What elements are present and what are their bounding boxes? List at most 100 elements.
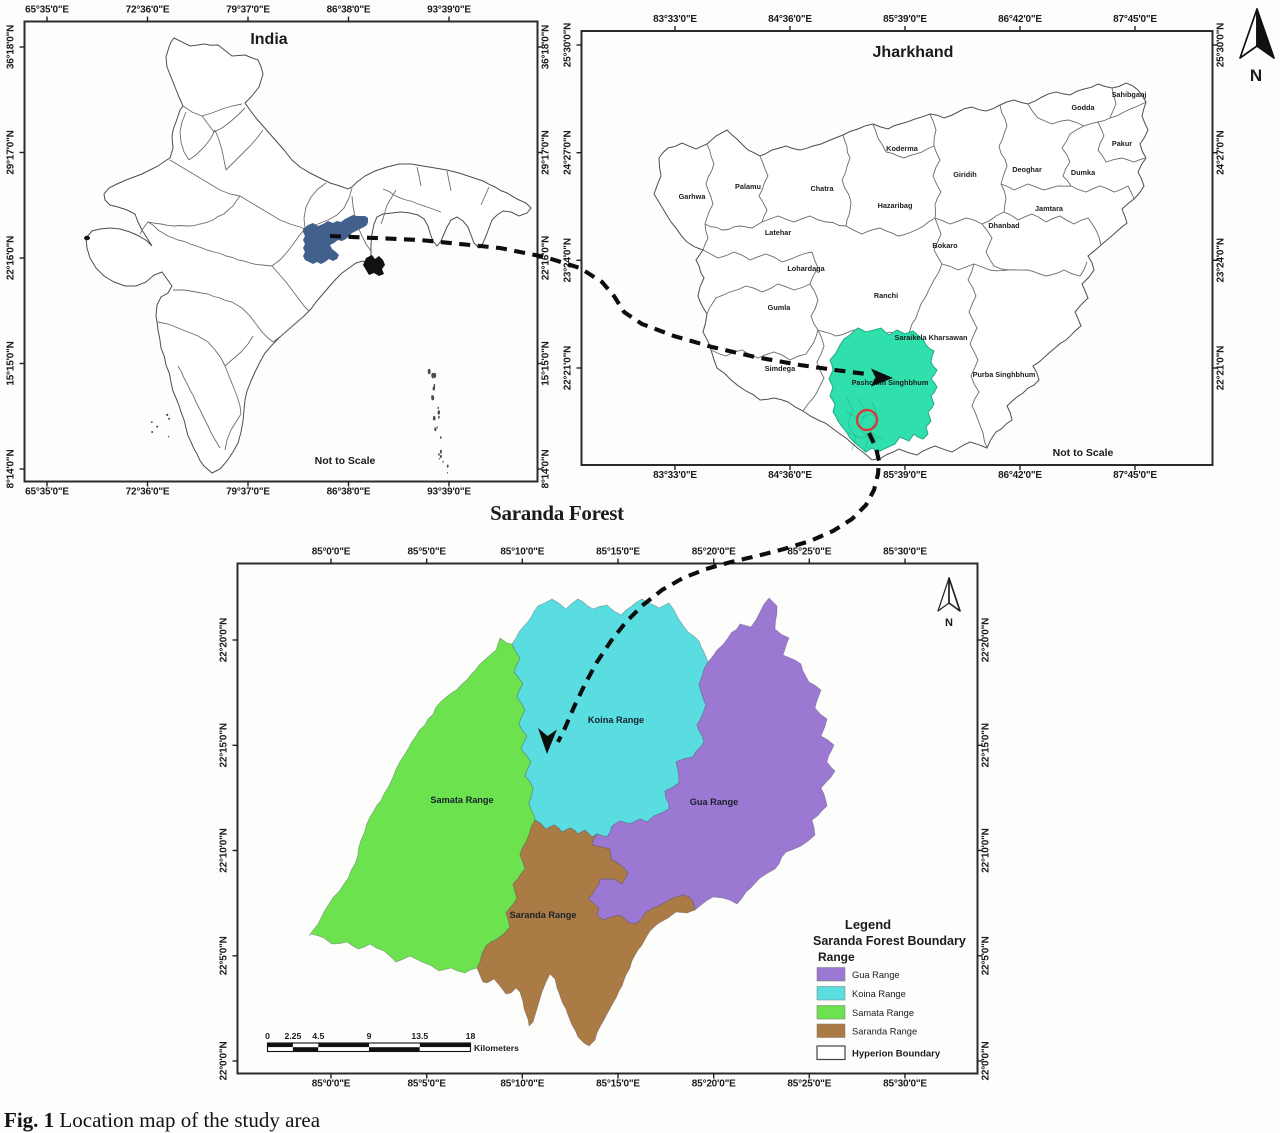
india-state-line-12 — [271, 230, 304, 267]
india-state-line-4 — [214, 129, 227, 171]
district-label-10: Dumka — [1071, 168, 1096, 177]
andaman-island-dot — [446, 464, 449, 468]
lakshadweep-island-dot — [150, 421, 153, 424]
jharkhand-district-line-20 — [981, 223, 1088, 277]
jharkhand-district-line-18 — [1061, 125, 1085, 187]
saranda-north-label: N — [945, 617, 953, 629]
jharkhand-district-labels: Garhwa Palamu Chatra Koderma Hazaribag Giridi… — [679, 90, 1147, 387]
jharkhand-panel: 83°33'0"E 83°33'0"E 84°36'0"E 84°36'0"E 85°3… — [563, 14, 1227, 481]
district-label-20: Purba Singhbhum — [973, 370, 1036, 379]
jharkhand-tick-labels: 83°33'0"E 83°33'0"E 84°36'0"E 84°36'0"E 85°3… — [563, 14, 1227, 481]
andaman-island-dot — [438, 457, 440, 460]
india-ytick-right-2: 22°16'0"N — [541, 236, 552, 280]
jharkhand-district-line-8 — [932, 145, 942, 219]
district-label-7: Godda — [1071, 103, 1095, 112]
district-label-16: Ranchi — [874, 291, 898, 300]
india-state-line-16 — [157, 321, 226, 367]
legend-label-3: Saranda Range — [852, 1027, 917, 1037]
legend-group: Range — [818, 950, 855, 964]
scalebar-blocks — [266, 1042, 472, 1053]
jharkhand-district-line-12 — [1000, 183, 1007, 213]
india-xtick-top-2: 79°37'0"E — [226, 5, 270, 16]
saranda-range-labels: Koina Range Gua Range Samata Range Saranda … — [430, 715, 738, 920]
saranda-north-arrow-right — [948, 577, 961, 612]
scalebar-seg-top-3 — [369, 1043, 420, 1048]
saranda-ytick-left-3: 22°5'0"N — [219, 936, 230, 975]
india-xtick-bottom-3: 86°38'0"E — [327, 487, 371, 498]
andaman-island-dot — [434, 385, 436, 388]
scalebar-seg-bottom-4 — [419, 1047, 471, 1052]
district-label-11: Jamtara — [1035, 204, 1064, 213]
india-kutch-mark — [84, 235, 90, 241]
compass-arrow-right — [1256, 8, 1275, 59]
india-xtick-top-0: 65°35'0"E — [25, 5, 69, 16]
india-state-line-3 — [188, 129, 216, 161]
saranda-ytick-left-0: 22°20'0"N — [219, 618, 230, 662]
caption-number: Fig. 1 — [4, 1108, 55, 1132]
india-state-line-1 — [201, 107, 246, 133]
saranda-north-arrow: N — [937, 577, 961, 629]
andaman-island-dot — [432, 415, 436, 421]
india-note: Not to Scale — [315, 455, 376, 467]
jharkhand-ytick-left-3: 22°21'0"N — [563, 346, 574, 390]
jharkhand-district-line-14 — [1027, 101, 1147, 127]
jharkhand-district-line-24 — [809, 251, 819, 331]
district-label-21: Pashchim Singhbhum — [852, 378, 929, 387]
saranda-ytick-right-2: 22°10'0"N — [981, 828, 992, 872]
legend-label-2: Samata Range — [852, 1008, 914, 1018]
andaman-island-dot — [438, 453, 440, 456]
india-xtick-top-1: 72°36'0"E — [126, 5, 170, 16]
india-tick-labels: 65°35'0"E 65°35'0"E 72°36'0"E 72°36'0"E 79°3… — [6, 5, 552, 498]
range-label-2: Samata Range — [430, 795, 493, 805]
saranda-ticks — [232, 558, 983, 1079]
jharkhand-xtick-top-1: 84°36'0"E — [768, 14, 812, 25]
scalebar-label-3: 9 — [367, 1031, 372, 1041]
arrowhead-saranda — [538, 728, 557, 754]
jharkhand-frame — [580, 30, 1214, 466]
andaman-island-dot — [434, 427, 437, 432]
india-state-line-10 — [308, 187, 353, 228]
legend-swatch-4 — [816, 1045, 846, 1061]
andaman-island-dot — [438, 415, 440, 419]
saranda-xtick-top-1: 85°5'0"E — [407, 547, 446, 558]
legend-subtitle: Saranda Forest Boundary — [813, 934, 966, 948]
india-ytick-right-0: 36°18'0"N — [541, 25, 552, 69]
andaman-island-dot — [447, 471, 448, 474]
jharkhand-xtick-bottom-4: 87°45'0"E — [1113, 470, 1157, 481]
india-state-line-8 — [239, 195, 306, 230]
jharkhand-district-line-25 — [706, 283, 811, 315]
scalebar-label-2: 4.5 — [312, 1031, 324, 1041]
jharkhand-district-line-16 — [1097, 121, 1147, 163]
jharkhand-district-line-19 — [1003, 211, 1102, 246]
jharkhand-district-line-11 — [934, 211, 1005, 225]
jharkhand-district-line-9 — [845, 217, 936, 237]
andaman-island-dot — [439, 449, 442, 454]
jharkhand-xtick-top-4: 87°45'0"E — [1113, 14, 1157, 25]
india-ytick-right-3: 15°15'0"N — [541, 341, 552, 385]
jharkhand-district-line-27 — [802, 329, 825, 412]
saranda-xtick-bottom-4: 85°20'0"E — [692, 1079, 736, 1090]
andaman-island-dot — [431, 395, 433, 398]
jharkhand-ytick-right-0: 25°30'0"N — [1216, 23, 1227, 67]
jharkhand-district-line-3 — [841, 134, 852, 227]
india-xtick-bottom-4: 93°39'0"E — [427, 487, 471, 498]
india-state-line-7 — [139, 195, 241, 235]
legend-title: Legend — [845, 917, 891, 932]
india-xtick-bottom-1: 72°36'0"E — [126, 487, 170, 498]
india-ytick-right-4: 8°14'0"N — [541, 450, 552, 489]
jharkhand-title: Jharkhand — [873, 44, 954, 61]
jharkhand-district-line-17 — [1070, 185, 1135, 200]
jharkhand-outline — [653, 82, 1149, 461]
connector-jharkhand-saranda — [538, 432, 882, 754]
scalebar-seg-top-2 — [318, 1043, 369, 1048]
scalebar-label-0: 0 — [265, 1031, 270, 1041]
lakshadweep-island-dot — [167, 435, 170, 438]
jharkhand-ytick-left-2: 23°24'0"N — [563, 238, 574, 282]
india-xtick-bottom-0: 65°35'0"E — [25, 487, 69, 498]
lakshadweep-island-dot — [168, 417, 171, 420]
india-xtick-bottom-2: 79°37'0"E — [226, 487, 270, 498]
district-label-9: Pakur — [1112, 139, 1132, 148]
saranda-frame — [236, 562, 979, 1075]
india-ytick-left-4: 8°14'0"N — [6, 450, 17, 489]
range-label-0: Koina Range — [588, 715, 644, 725]
